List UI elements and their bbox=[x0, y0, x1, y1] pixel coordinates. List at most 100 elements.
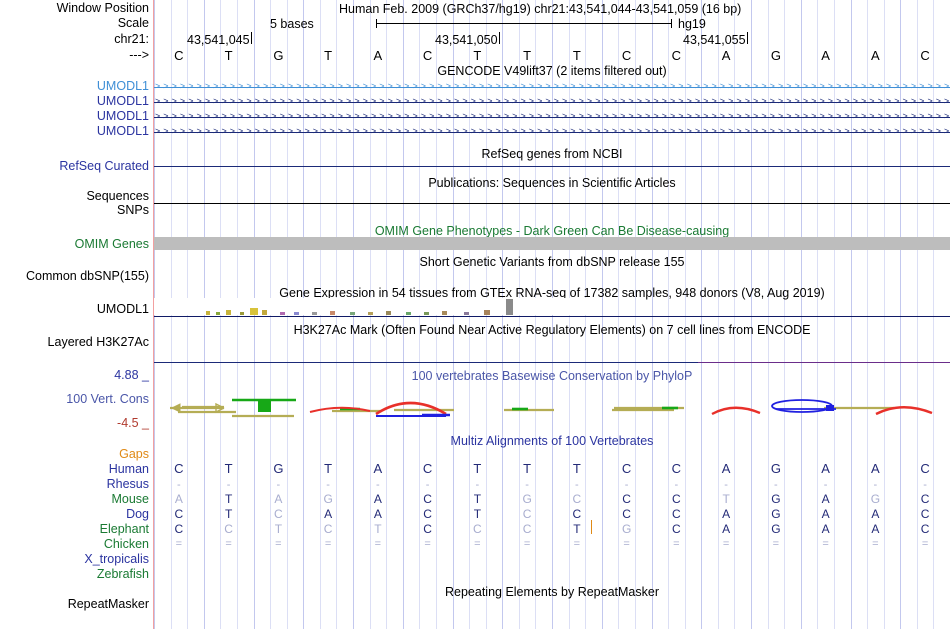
track-label-snps[interactable]: SNPs bbox=[117, 203, 149, 217]
coordinate-tick-label: 43,541,055 bbox=[683, 33, 746, 47]
gridline-minor bbox=[634, 0, 636, 629]
gene-arrows-4: >>>>>>>>>>>>>>>>>>>>>>>>>>>>>>>>>>>>>>>>… bbox=[155, 126, 950, 136]
alignment-base-rhesus: - bbox=[674, 479, 679, 491]
sequence-base: A bbox=[821, 48, 830, 63]
conservation-red-arc bbox=[309, 406, 371, 413]
refseq-baseline[interactable] bbox=[154, 166, 950, 168]
alignment-base-dog: C bbox=[423, 507, 432, 521]
alignment-base-human: A bbox=[871, 461, 880, 476]
assembly-title: Human Feb. 2009 (GRCh37/hg19) chr21:43,5… bbox=[339, 2, 742, 16]
track-label-zebrafish[interactable]: Zebrafish bbox=[96, 567, 149, 581]
conservation-red-arc bbox=[875, 406, 933, 416]
track-label-4-88[interactable]: 4.88 _ bbox=[114, 368, 149, 382]
alignment-base-chicken: = bbox=[673, 538, 680, 550]
track-label-repeatmasker[interactable]: RepeatMasker bbox=[67, 597, 149, 611]
gridline-minor bbox=[618, 0, 620, 629]
track-label-x-tropicalis[interactable]: X_tropicalis bbox=[84, 552, 149, 566]
alignment-base-human: G bbox=[273, 461, 284, 476]
track-label-scale[interactable]: Scale bbox=[117, 16, 149, 30]
publications-baseline[interactable] bbox=[154, 203, 950, 205]
track-label-4-5[interactable]: -4.5 _ bbox=[117, 416, 149, 430]
alignment-base-mouse: A bbox=[174, 492, 183, 506]
track-label-refseq-curated[interactable]: RefSeq Curated bbox=[59, 159, 149, 173]
alignment-base-rhesus: - bbox=[376, 479, 380, 491]
alignment-base-human: T bbox=[523, 461, 532, 476]
gtex-expression-panel[interactable] bbox=[154, 298, 594, 315]
track-label-mouse[interactable]: Mouse bbox=[111, 492, 149, 506]
gtex-baseline bbox=[154, 315, 950, 318]
left-edge-marker bbox=[153, 0, 155, 629]
sequence-base: T bbox=[224, 48, 233, 63]
conservation-arrow-left bbox=[171, 403, 181, 413]
alignment-base-mouse: A bbox=[821, 492, 830, 506]
track-label-human[interactable]: Human bbox=[108, 462, 149, 476]
track-label-umodl1[interactable]: UMODL1 bbox=[96, 302, 149, 316]
h3k27ac-track-title: H3K27Ac Mark (Often Found Near Active Re… bbox=[293, 323, 811, 337]
gridline-minor bbox=[784, 0, 786, 629]
track-label-window-position[interactable]: Window Position bbox=[56, 1, 149, 15]
track-label-dog[interactable]: Dog bbox=[126, 507, 149, 521]
gene-line-2[interactable] bbox=[154, 102, 950, 104]
alignment-base-chicken: = bbox=[722, 538, 730, 550]
alignment-base-mouse: C bbox=[572, 492, 582, 506]
alignment-base-human: T bbox=[473, 461, 482, 476]
sequence-base: A bbox=[871, 48, 880, 63]
sequence-base: G bbox=[770, 48, 781, 63]
conservation-red-arc bbox=[711, 406, 761, 416]
alignment-base-chicken: = bbox=[623, 538, 630, 550]
gene-line-4[interactable] bbox=[154, 132, 950, 134]
gap-marker bbox=[590, 520, 593, 534]
alignment-base-elephant: C bbox=[174, 522, 184, 536]
track-label-umodl1[interactable]: UMODL1 bbox=[96, 124, 149, 138]
track-label-gaps[interactable]: Gaps bbox=[119, 447, 149, 461]
alignment-base-elephant: C bbox=[672, 522, 681, 536]
alignment-base-rhesus: - bbox=[624, 479, 629, 491]
alignment-base-dog: C bbox=[622, 507, 631, 521]
track-label-[interactable]: ---> bbox=[129, 48, 149, 62]
alignment-base-chicken: = bbox=[523, 538, 531, 550]
alignment-base-dog: A bbox=[821, 507, 830, 521]
alignment-base-dog: A bbox=[373, 507, 382, 521]
track-label-100-vert-cons[interactable]: 100 Vert. Cons bbox=[66, 392, 149, 406]
alignment-base-mouse: G bbox=[771, 492, 781, 506]
alignment-base-dog: A bbox=[722, 507, 731, 521]
alignment-base-chicken: = bbox=[275, 538, 282, 550]
gridline-minor bbox=[833, 0, 835, 629]
track-label-elephant[interactable]: Elephant bbox=[99, 522, 149, 536]
track-label-umodl1[interactable]: UMODL1 bbox=[96, 94, 149, 108]
track-label-umodl1[interactable]: UMODL1 bbox=[96, 79, 149, 93]
track-label-sequences[interactable]: Sequences bbox=[86, 189, 149, 203]
alignment-base-rhesus: - bbox=[724, 479, 728, 491]
alignment-base-elephant: A bbox=[821, 522, 830, 536]
scale-bar-right-cap bbox=[671, 19, 672, 28]
alignment-base-rhesus: - bbox=[425, 479, 430, 491]
alignment-base-chicken: = bbox=[573, 538, 581, 550]
track-label-umodl1[interactable]: UMODL1 bbox=[96, 109, 149, 123]
alignment-base-mouse: T bbox=[722, 492, 730, 506]
track-label-column[interactable]: Window Position Scale chr21: ---> UMODL1 UMOD… bbox=[0, 0, 154, 629]
gene-line-1[interactable] bbox=[154, 87, 950, 89]
track-label-chicken[interactable]: Chicken bbox=[103, 537, 149, 551]
sequence-base: T bbox=[473, 48, 482, 63]
gridline-minor bbox=[717, 0, 719, 629]
alignment-base-elephant: T bbox=[274, 522, 283, 536]
alignment-base-human: T bbox=[572, 461, 581, 476]
alignment-base-rhesus: - bbox=[177, 479, 181, 491]
alignment-base-human: A bbox=[721, 461, 731, 476]
track-image-area[interactable]: hg19 5 bases Human Feb. 2009 (GRCh37/hg1… bbox=[154, 0, 950, 629]
gene-line-3[interactable] bbox=[154, 117, 950, 119]
alignment-base-mouse: G bbox=[870, 492, 881, 506]
omim-track-title: OMIM Gene Phenotypes - Dark Green Can Be… bbox=[374, 224, 730, 238]
multiz-track-title: Multiz Alignments of 100 Vertebrates bbox=[450, 434, 654, 448]
alignment-base-rhesus: - bbox=[823, 479, 828, 491]
conservation-red-peak bbox=[375, 401, 447, 416]
track-label-common-dbsnp-155[interactable]: Common dbSNP(155) bbox=[26, 269, 149, 283]
track-label-omim-genes[interactable]: OMIM Genes bbox=[74, 237, 149, 251]
omim-gene-bar[interactable] bbox=[154, 237, 950, 250]
track-label-rhesus[interactable]: Rhesus bbox=[106, 477, 149, 491]
alignment-base-rhesus: - bbox=[923, 479, 927, 491]
track-label-chr21[interactable]: chr21: bbox=[114, 32, 149, 46]
alignment-base-rhesus: - bbox=[873, 479, 878, 491]
track-label-layered-h3k27ac[interactable]: Layered H3K27Ac bbox=[47, 335, 149, 349]
phylop-conservation-plot[interactable] bbox=[154, 0, 950, 629]
